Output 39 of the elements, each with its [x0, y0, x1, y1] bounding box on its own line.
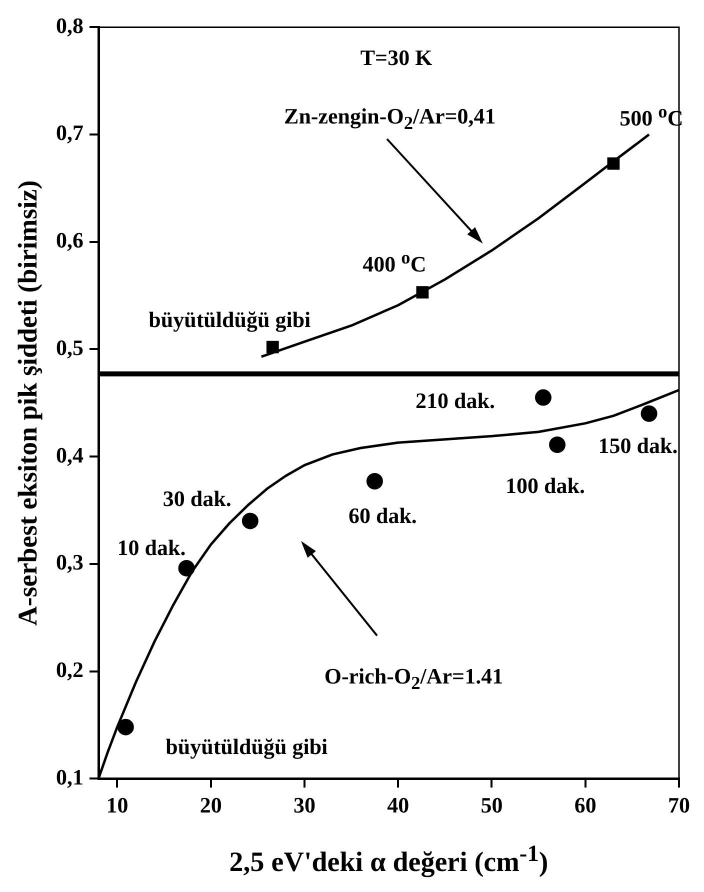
annotation: 10 dak.	[117, 535, 186, 560]
x-tick-label: 50	[480, 792, 503, 818]
annotation: 210 dak.	[415, 388, 495, 413]
point	[549, 436, 566, 454]
x-axis-title: 2,5 eV'deki α değeri (cm$^{-1}$)	[229, 840, 548, 878]
point	[117, 718, 134, 736]
x-tick-label: 60	[574, 792, 596, 818]
point	[242, 512, 258, 530]
y-axis-title: A-serbest eksiton pik şiddeti (birimsiz)	[12, 180, 42, 626]
y-tick-label: 0,2	[56, 656, 84, 682]
annotation: 60 dak.	[348, 503, 417, 528]
point	[178, 560, 195, 576]
annotation: 150 dak.	[598, 432, 678, 458]
x-tick-label: 40	[387, 792, 410, 818]
y-tick-label: 0,3	[56, 550, 84, 575]
annotation: O-rich-O$_{2}$/Ar=1.41	[324, 663, 504, 693]
y-tick-label: 0,1	[56, 764, 84, 790]
annotation: T=30 K	[360, 45, 432, 70]
y-tick-label: 0,7	[56, 120, 84, 146]
x-tick-label: 20	[200, 792, 222, 818]
point	[534, 389, 552, 406]
point	[266, 340, 279, 354]
annotation: büyütüldüğü gibi	[166, 734, 328, 760]
y-tick-label: 0,4	[56, 442, 84, 468]
annotation: Zn-zengin-O$_{2}$/Ar=0,41	[284, 104, 496, 133]
x-tick-label: 70	[668, 792, 690, 818]
point	[366, 473, 383, 490]
x-tick-label: 30	[293, 792, 316, 818]
annotation: 400 $^{o}$C	[362, 248, 426, 277]
point	[416, 286, 429, 299]
annotation: büyütüldüğü gibi	[148, 307, 311, 332]
y-tick-label: 0,6	[56, 228, 84, 253]
point	[607, 157, 620, 170]
y-tick-label: 0,8	[56, 12, 84, 38]
y-tick-label: 0,5	[56, 334, 84, 360]
annotation: 30 dak.	[162, 486, 232, 511]
annotation: 100 dak.	[506, 472, 586, 498]
point	[640, 405, 658, 422]
x-tick-label: 10	[106, 792, 128, 818]
